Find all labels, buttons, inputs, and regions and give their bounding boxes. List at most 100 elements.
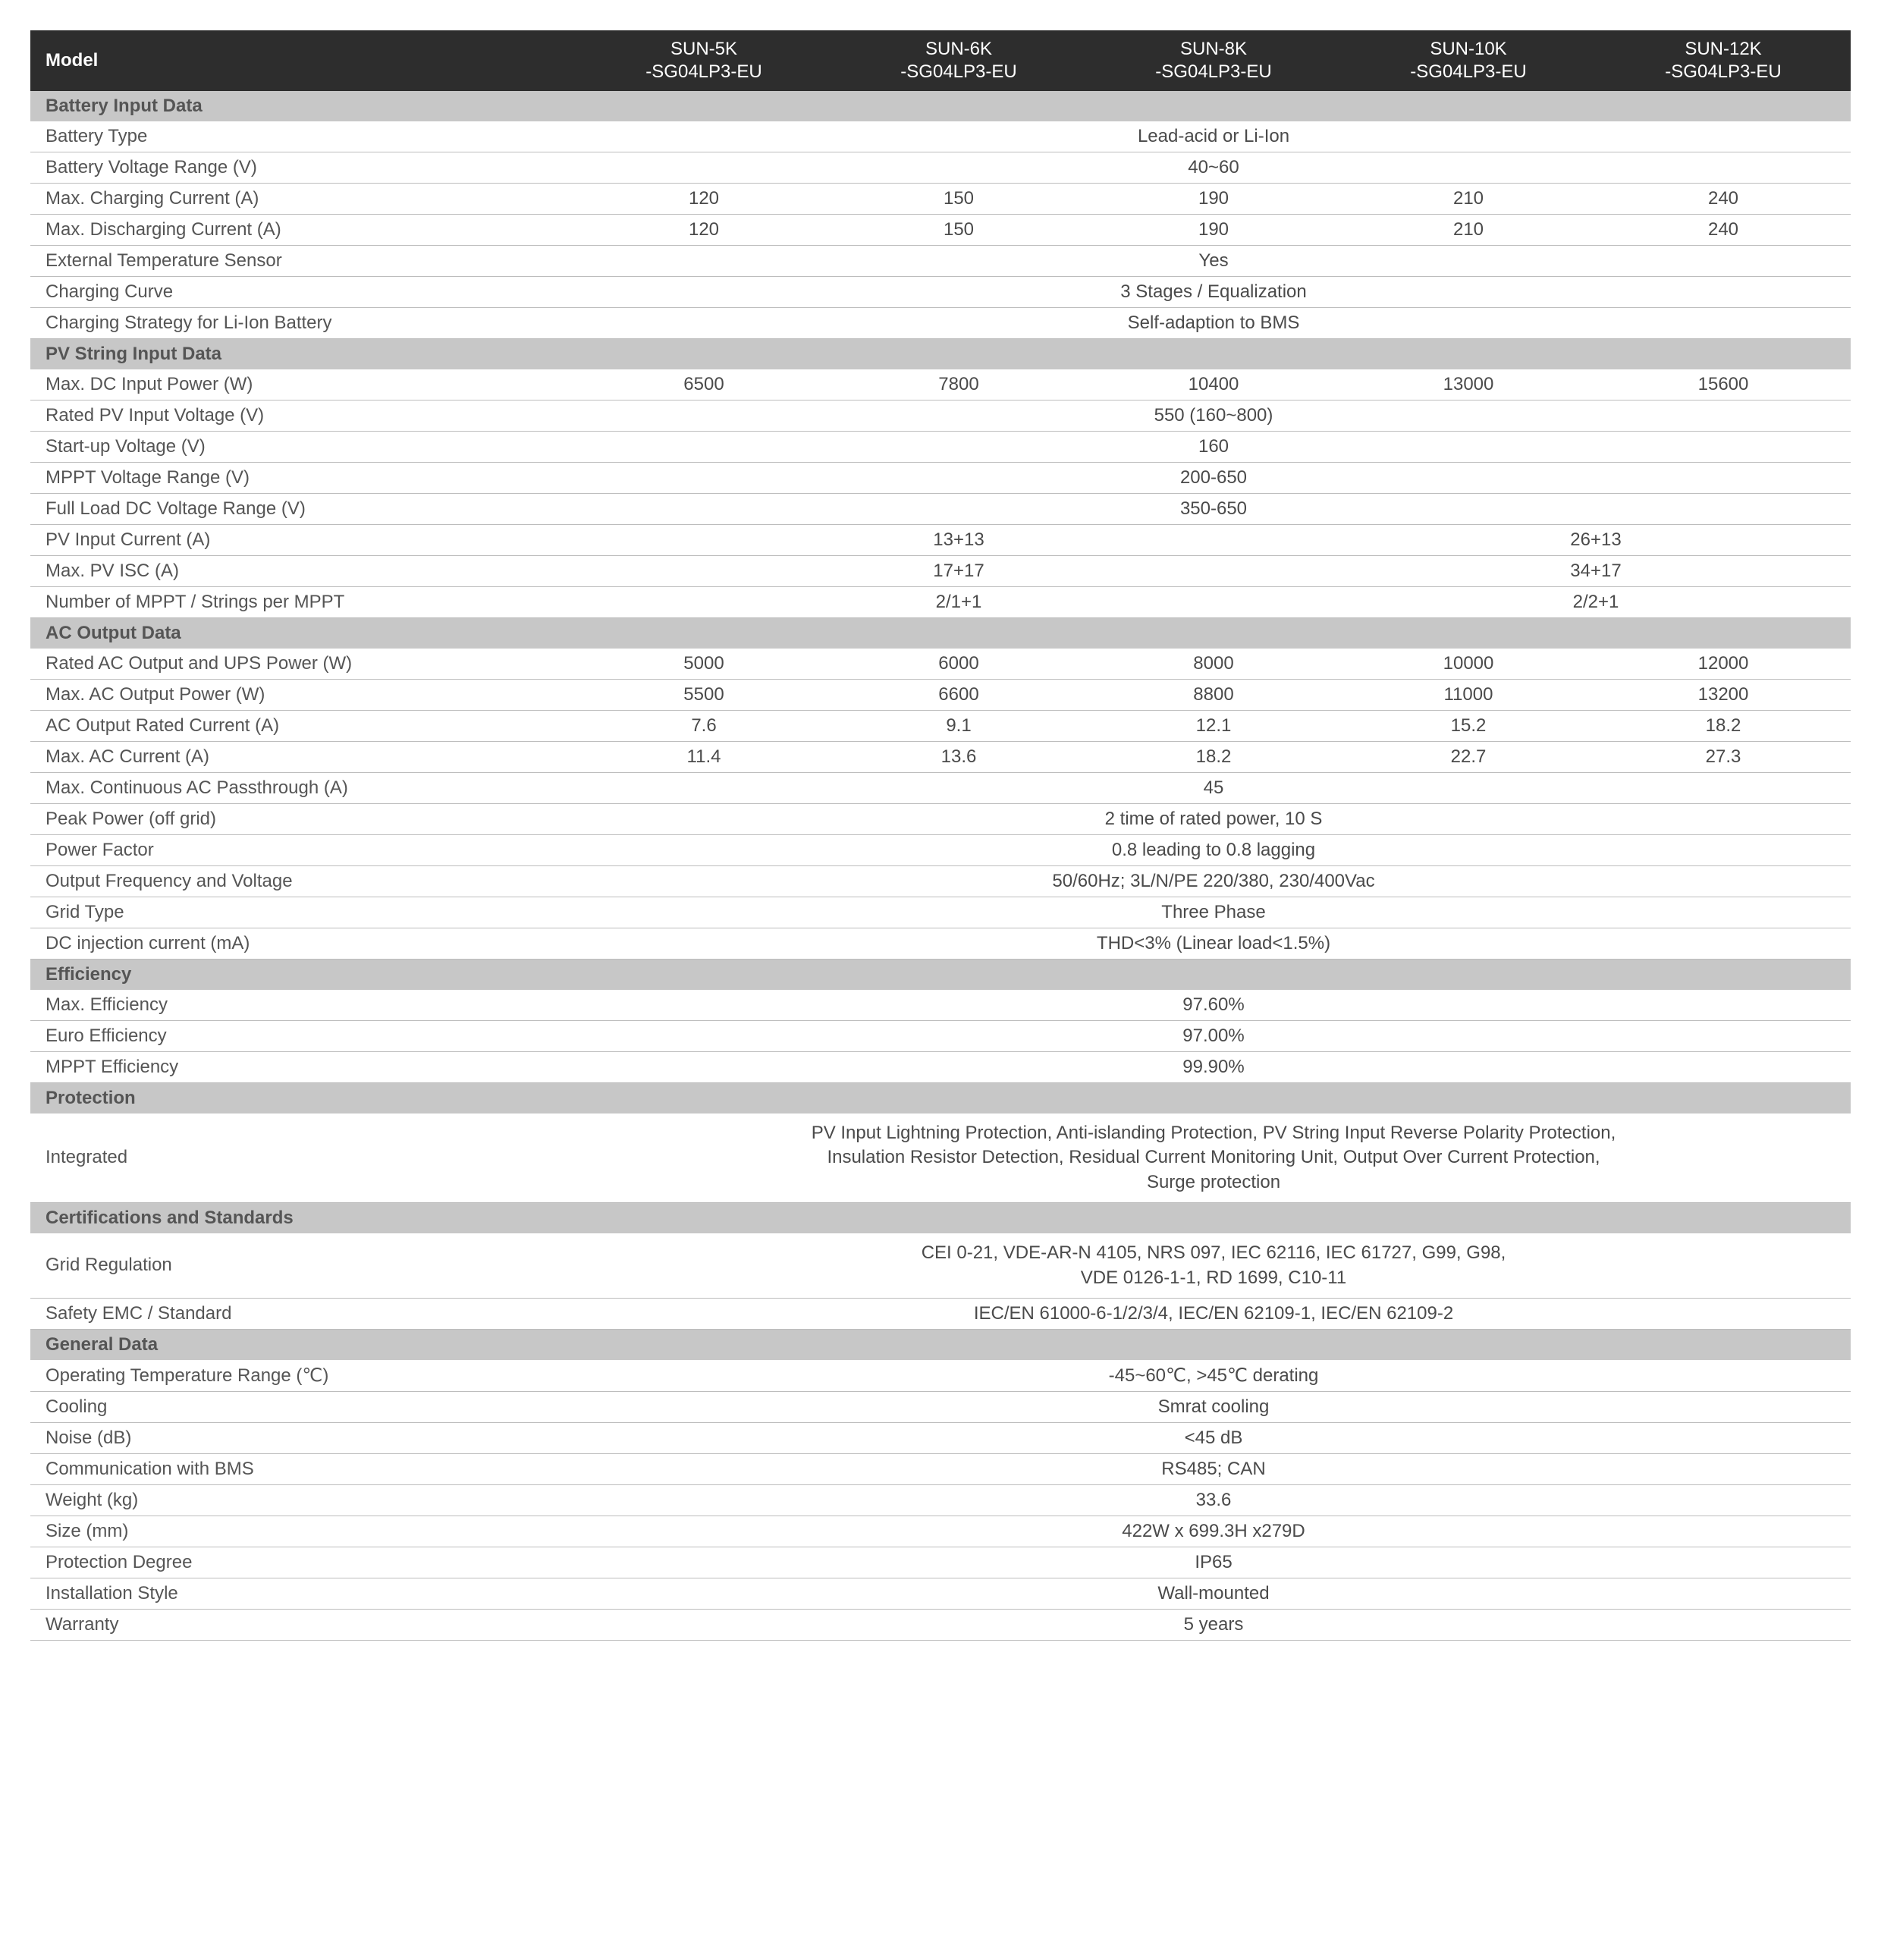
section-row: PV String Input Data — [30, 339, 1851, 370]
param-value: 15600 — [1596, 369, 1851, 400]
section-blank — [576, 339, 1851, 370]
param-label: Grid Type — [30, 897, 576, 928]
table-row: Noise (dB)<45 dB — [30, 1422, 1851, 1453]
param-value: 97.60% — [576, 990, 1851, 1021]
table-row: Warranty5 years — [30, 1609, 1851, 1640]
param-label: Noise (dB) — [30, 1422, 576, 1453]
table-row: Battery Voltage Range (V) 40~60 — [30, 152, 1851, 184]
param-value: PV Input Lightning Protection, Anti-isla… — [576, 1113, 1851, 1203]
param-label: Output Frequency and Voltage — [30, 866, 576, 897]
section-row: Certifications and Standards — [30, 1203, 1851, 1234]
table-row: Protection DegreeIP65 — [30, 1547, 1851, 1578]
section-title: AC Output Data — [30, 618, 576, 649]
table-row: Max. Discharging Current (A)120150190210… — [30, 215, 1851, 246]
param-label: MPPT Efficiency — [30, 1052, 576, 1083]
section-blank — [576, 91, 1851, 121]
spec-table: Model SUN-5K-SG04LP3-EU SUN-6K-SG04LP3-E… — [30, 30, 1851, 1641]
param-value: 2/1+1 — [576, 587, 1341, 618]
param-value: 5000 — [576, 649, 831, 680]
param-value: 210 — [1341, 215, 1596, 246]
param-label: External Temperature Sensor — [30, 246, 576, 277]
param-value: 240 — [1596, 184, 1851, 215]
table-row: Euro Efficiency97.00% — [30, 1021, 1851, 1052]
param-label: Max. PV ISC (A) — [30, 556, 576, 587]
param-value — [1596, 152, 1851, 184]
param-value: 15.2 — [1341, 711, 1596, 742]
param-value: 11.4 — [576, 742, 831, 773]
param-value: 99.90% — [576, 1052, 1851, 1083]
param-value: 27.3 — [1596, 742, 1851, 773]
table-row: MPPT Efficiency99.90% — [30, 1052, 1851, 1083]
table-row: Rated AC Output and UPS Power (W)5000600… — [30, 649, 1851, 680]
param-value: 8800 — [1086, 680, 1341, 711]
param-label: PV Input Current (A) — [30, 525, 576, 556]
header-row: Model SUN-5K-SG04LP3-EU SUN-6K-SG04LP3-E… — [30, 30, 1851, 91]
table-row: AC Output Rated Current (A)7.69.112.115.… — [30, 711, 1851, 742]
param-value: 550 (160~800) — [576, 400, 1851, 432]
section-blank — [576, 618, 1851, 649]
param-value: 150 — [831, 184, 1086, 215]
table-row: Power Factor0.8 leading to 0.8 lagging — [30, 835, 1851, 866]
table-row: Grid TypeThree Phase — [30, 897, 1851, 928]
param-value: 200-650 — [576, 463, 1851, 494]
param-value: 422W x 699.3H x279D — [576, 1516, 1851, 1547]
param-value: 6500 — [576, 369, 831, 400]
param-value: 33.6 — [576, 1484, 1851, 1516]
table-header: Model SUN-5K-SG04LP3-EU SUN-6K-SG04LP3-E… — [30, 30, 1851, 91]
section-row: General Data — [30, 1329, 1851, 1360]
table-row: Rated PV Input Voltage (V)550 (160~800) — [30, 400, 1851, 432]
param-value — [1341, 152, 1596, 184]
param-value: 97.00% — [576, 1021, 1851, 1052]
param-value: 13200 — [1596, 680, 1851, 711]
table-row: MPPT Voltage Range (V)200-650 — [30, 463, 1851, 494]
param-value: 12000 — [1596, 649, 1851, 680]
table-row: Full Load DC Voltage Range (V)350-650 — [30, 494, 1851, 525]
param-value: 6600 — [831, 680, 1086, 711]
param-value: 40~60 — [1086, 152, 1341, 184]
param-value: Three Phase — [576, 897, 1851, 928]
param-value: 3 Stages / Equalization — [576, 277, 1851, 308]
param-label: Communication with BMS — [30, 1453, 576, 1484]
param-label: Euro Efficiency — [30, 1021, 576, 1052]
param-value: -45~60℃, >45℃ derating — [576, 1360, 1851, 1392]
table-body: Battery Input DataBattery TypeLead-acid … — [30, 91, 1851, 1640]
param-label: Power Factor — [30, 835, 576, 866]
table-row: DC injection current (mA)THD<3% (Linear … — [30, 928, 1851, 960]
param-label: Operating Temperature Range (℃) — [30, 1360, 576, 1392]
param-value — [831, 152, 1086, 184]
param-value: 9.1 — [831, 711, 1086, 742]
param-value: 8000 — [1086, 649, 1341, 680]
param-value: CEI 0-21, VDE-AR-N 4105, NRS 097, IEC 62… — [576, 1233, 1851, 1298]
model-label-header: Model — [30, 30, 576, 91]
param-value: 13+13 — [576, 525, 1341, 556]
table-row: Charging Curve3 Stages / Equalization — [30, 277, 1851, 308]
param-label: Protection Degree — [30, 1547, 576, 1578]
table-row: Battery TypeLead-acid or Li-Ion — [30, 121, 1851, 152]
param-value: IP65 — [576, 1547, 1851, 1578]
section-blank — [576, 1329, 1851, 1360]
table-row: Start-up Voltage (V)160 — [30, 432, 1851, 463]
table-row: Grid RegulationCEI 0-21, VDE-AR-N 4105, … — [30, 1233, 1851, 1298]
param-label: Safety EMC / Standard — [30, 1298, 576, 1329]
section-title: PV String Input Data — [30, 339, 576, 370]
table-row: Max. Charging Current (A)120150190210240 — [30, 184, 1851, 215]
param-value: 120 — [576, 184, 831, 215]
param-label: Warranty — [30, 1609, 576, 1640]
param-value: 190 — [1086, 184, 1341, 215]
param-value: 50/60Hz; 3L/N/PE 220/380, 230/400Vac — [576, 866, 1851, 897]
param-value: 13000 — [1341, 369, 1596, 400]
section-title: Battery Input Data — [30, 91, 576, 121]
param-label: Battery Voltage Range (V) — [30, 152, 576, 184]
model-col-4: SUN-12K-SG04LP3-EU — [1596, 30, 1851, 91]
param-label: Max. DC Input Power (W) — [30, 369, 576, 400]
model-col-0: SUN-5K-SG04LP3-EU — [576, 30, 831, 91]
param-label: Battery Type — [30, 121, 576, 152]
param-value: Self-adaption to BMS — [576, 308, 1851, 339]
param-label: AC Output Rated Current (A) — [30, 711, 576, 742]
param-value: 0.8 leading to 0.8 lagging — [576, 835, 1851, 866]
section-title: Protection — [30, 1083, 576, 1114]
table-row: CoolingSmrat cooling — [30, 1391, 1851, 1422]
param-value: 5 years — [576, 1609, 1851, 1640]
param-label: Installation Style — [30, 1578, 576, 1609]
param-value — [576, 152, 831, 184]
